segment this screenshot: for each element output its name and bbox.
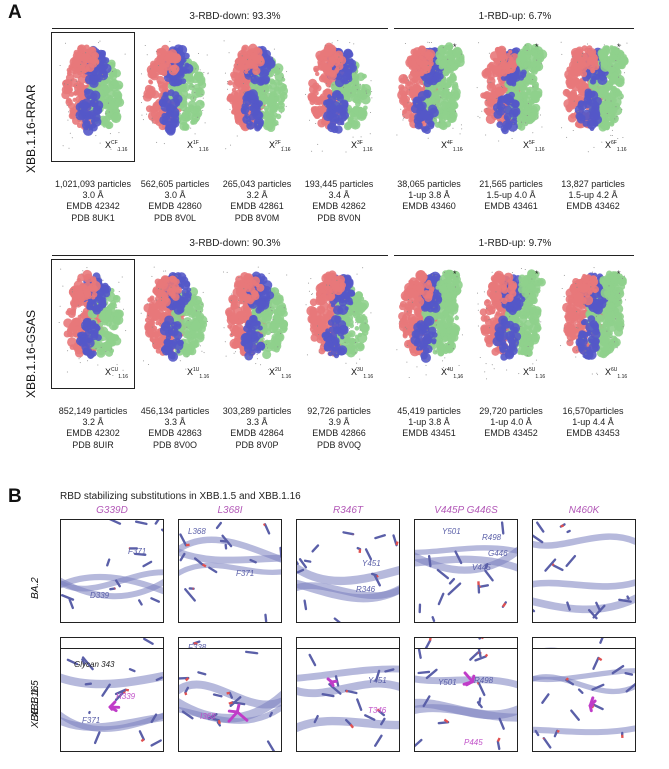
column-header: V445P G446S <box>434 505 498 516</box>
spike-density-map <box>219 263 295 383</box>
residue-label: Glycan 343 <box>74 660 115 669</box>
structure-view <box>532 519 636 623</box>
structure-view <box>414 519 518 623</box>
residue-label: R498 <box>474 676 494 685</box>
spike-density-map: * <box>555 36 631 156</box>
structure-view <box>414 648 518 752</box>
residue-label: T346 <box>368 706 387 715</box>
map-name-label: XCF1.16 <box>105 140 128 153</box>
residue-label: F371 <box>128 547 147 556</box>
residue-label: Y501 <box>438 678 457 687</box>
residue-label: V445 <box>472 563 491 572</box>
panel-b-letter: B <box>8 486 22 507</box>
svg-text:*: * <box>617 42 621 52</box>
structure-view <box>60 519 164 623</box>
structure-row-label: BA.2 <box>30 577 41 599</box>
map-name-label: XCU1.16 <box>105 367 128 380</box>
map-name-label: X3F1.16 <box>351 140 373 153</box>
map-caption: 29,720 particles 1-up 4.0 Å EMDB 43452 <box>479 406 543 439</box>
group-label-row1-down: 3-RBD-down: 93.3% <box>189 11 281 22</box>
residue-label: G446 <box>488 549 508 558</box>
spike-density-map: * <box>391 36 467 156</box>
column-header: N460K <box>568 505 600 516</box>
panel-a-letter: A <box>8 2 22 23</box>
map-name-label: X5U1.16 <box>523 367 546 380</box>
spike-density-map <box>137 36 213 156</box>
residue-label: Y451 <box>362 559 381 568</box>
map-name-label: X4F1.16 <box>441 140 463 153</box>
map-name-label: X1F1.16 <box>187 140 209 153</box>
map-caption: 265,043 particles 3.2 Å EMDB 42861 PDB 8V0M <box>222 179 292 223</box>
map-name-label: X4U1.16 <box>441 367 464 380</box>
structure-view <box>60 648 164 752</box>
highlight-box <box>51 32 135 162</box>
map-name-label: X2F1.16 <box>269 140 291 153</box>
group-label-row1-up: 1-RBD-up: 6.7% <box>478 11 552 22</box>
panel-b-title: RBD stabilizing substitutions in XBB.1.5… <box>60 491 301 502</box>
map-caption: 13,827 particles 1.5-up 4.2 Å EMDB 43462 <box>561 179 625 212</box>
residue-label: F371 <box>82 716 101 725</box>
spike-density-map <box>137 263 213 383</box>
residue-label: F338 <box>188 643 206 652</box>
structure-view <box>178 519 282 623</box>
structure-view <box>296 519 400 623</box>
map-caption: 1,021,093 particles 3.0 Å EMDB 42342 PDB 8U… <box>54 179 132 223</box>
residue-label: I368 <box>200 712 216 721</box>
map-caption: 16,570particles 1-up 4.4 Å EMDB 43453 <box>562 406 624 439</box>
column-header: G339D <box>96 505 128 516</box>
map-name-label: X6U1.16 <box>605 367 628 380</box>
residue-label: R346 <box>356 585 376 594</box>
structure-view <box>178 648 282 752</box>
spike-density-map: * <box>391 263 467 383</box>
map-name-label: X3U1.16 <box>351 367 374 380</box>
map-caption: 92,726 particles 3.9 Å EMDB 42866 PDB 8V0Q <box>307 406 371 450</box>
row-label-gsas: XBB.1.16-GSAS <box>24 309 38 398</box>
column-header: R346T <box>332 505 363 516</box>
column-header: L368I <box>217 505 243 516</box>
map-caption: 456,134 particles 3.3 Å EMDB 42863 PDB 8V0O <box>140 406 210 450</box>
map-caption: 21,565 particles 1.5-up 4.0 Å EMDB 43461 <box>479 179 543 212</box>
residue-label: H339 <box>116 692 136 701</box>
spike-density-map <box>301 36 377 156</box>
map-caption: 303,289 particles 3.3 Å EMDB 42864 PDB 8V0P <box>222 406 292 450</box>
structure-view <box>296 648 400 752</box>
map-caption: 45,419 particles 1-up 3.8 Å EMDB 43451 <box>397 406 461 439</box>
residue-label: R498 <box>482 533 502 542</box>
map-caption: 852,149 particles 3.2 Å EMDB 42302 PDB 8UIR <box>58 406 128 450</box>
spike-density-map: * <box>473 36 549 156</box>
residue-label: Y451 <box>368 676 387 685</box>
residue-label: Y501 <box>442 527 461 536</box>
residue-label: P445 <box>464 738 483 747</box>
spike-density-map <box>301 263 377 383</box>
spike-density-map <box>55 36 131 156</box>
spike-density-map <box>219 36 295 156</box>
spike-density-map: * <box>473 263 549 383</box>
map-name-label: X2U1.16 <box>269 367 292 380</box>
structure-row-label: XBB.1.16 <box>30 685 41 728</box>
residue-label: D339 <box>90 591 110 600</box>
structure-view <box>532 648 636 752</box>
group-label-row2-down: 3-RBD-down: 90.3% <box>189 238 281 249</box>
map-caption: 38,065 particles 1-up 3.8 Å EMDB 43460 <box>397 179 461 212</box>
map-name-label: X1U1.16 <box>187 367 210 380</box>
group-line-row1-up <box>394 28 634 29</box>
map-caption: 562,605 particles 3.0 Å EMDB 42860 PDB 8V0L <box>140 179 210 223</box>
map-name-label: X5F1.16 <box>523 140 545 153</box>
svg-text:*: * <box>535 42 539 52</box>
residue-label: F371 <box>236 569 255 578</box>
residue-label: L368 <box>188 527 206 536</box>
group-line-row2-down <box>52 255 388 256</box>
group-line-row2-up <box>394 255 634 256</box>
row-label-rrar: XBB.1.16-RRAR <box>24 84 38 173</box>
map-caption: 193,445 particles 3.4 Å EMDB 42862 PDB 8V0N <box>304 179 374 223</box>
highlight-box <box>51 259 135 389</box>
group-line-row1-down <box>52 28 388 29</box>
group-label-row2-up: 1-RBD-up: 9.7% <box>478 238 552 249</box>
map-name-label: X6F1.16 <box>605 140 627 153</box>
spike-density-map <box>55 263 131 383</box>
svg-text:*: * <box>453 42 457 52</box>
spike-density-map: * <box>555 263 631 383</box>
